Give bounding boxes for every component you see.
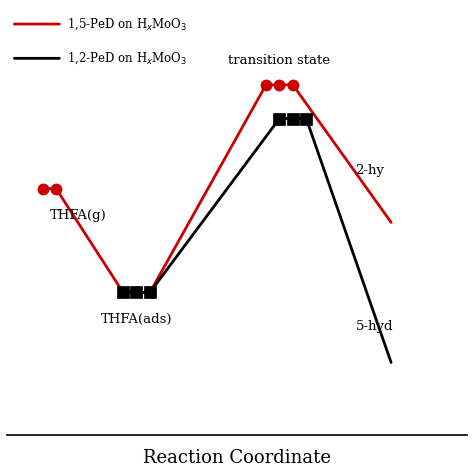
X-axis label: Reaction Coordinate: Reaction Coordinate: [143, 449, 331, 467]
Text: 5-hyd: 5-hyd: [356, 319, 393, 333]
Text: 2-hy: 2-hy: [356, 164, 384, 177]
Text: THFA(ads): THFA(ads): [101, 313, 172, 326]
Text: 1,5-PeD on H$_x$MoO$_3$: 1,5-PeD on H$_x$MoO$_3$: [67, 16, 187, 32]
Text: THFA(g): THFA(g): [49, 210, 106, 222]
Text: 1,2-PeD on H$_x$MoO$_3$: 1,2-PeD on H$_x$MoO$_3$: [67, 51, 187, 66]
Text: transition state: transition state: [228, 54, 330, 67]
